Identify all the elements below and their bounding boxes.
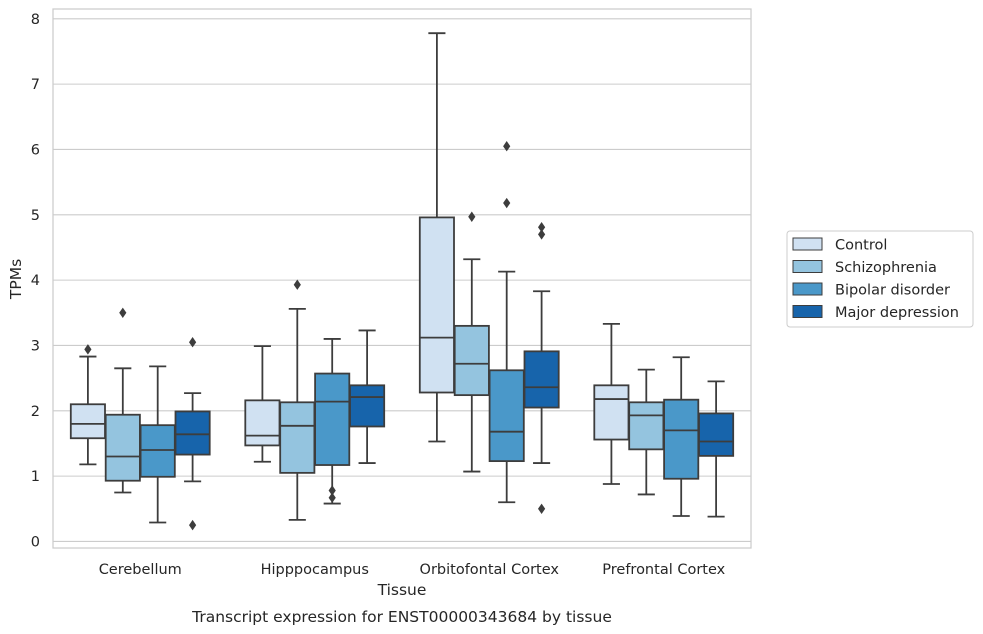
box-body — [349, 384, 386, 428]
box — [69, 344, 106, 466]
legend-swatch — [792, 237, 823, 251]
y-tick-label: 5 — [31, 208, 40, 224]
legend-label: Bipolar disorder — [835, 283, 950, 299]
chart-caption: Transcript expression for ENST0000034368… — [191, 608, 612, 626]
box-body — [488, 369, 525, 463]
box-body — [104, 413, 141, 482]
series-group — [69, 32, 630, 485]
x-tick-label: Cerebellum — [99, 562, 182, 578]
y-axis-label: TPMs — [7, 259, 25, 300]
y-tick-label: 1 — [31, 469, 40, 485]
box — [523, 222, 560, 514]
outlier-point — [538, 229, 546, 240]
outlier-point — [328, 492, 336, 503]
box-body — [593, 384, 630, 441]
x-tick-label: Orbitofontal Cortex — [420, 562, 560, 578]
legend-swatch — [792, 305, 823, 318]
legend-label: Schizophrenia — [835, 260, 937, 276]
box-body — [523, 350, 560, 409]
outlier-point — [468, 211, 476, 222]
series-group — [104, 211, 665, 521]
outlier-point — [503, 141, 511, 152]
series-group — [174, 222, 735, 531]
plot-frame — [52, 8, 752, 549]
box — [698, 380, 735, 518]
box — [139, 365, 176, 524]
legend-label: Control — [835, 238, 887, 254]
y-tick-label: 6 — [31, 142, 40, 158]
box-body — [418, 216, 455, 394]
y-tick-label: 8 — [31, 12, 40, 28]
legend-frame — [786, 230, 974, 328]
box — [488, 141, 525, 504]
outlier-point — [503, 197, 511, 209]
x-tick-labels: Cerebellum Hipppocampus Orbitofontal Corte… — [99, 562, 726, 578]
box-body — [698, 412, 735, 457]
grid-lines — [53, 18, 751, 543]
outlier-point — [538, 503, 546, 514]
series-group — [139, 141, 700, 524]
legend-label: Major depression — [835, 305, 959, 321]
x-tick-label: Prefrontal Cortex — [602, 562, 725, 578]
outlier-point — [328, 485, 336, 496]
x-axis-label: Tissue — [377, 581, 427, 599]
box-body — [314, 372, 351, 466]
outlier-point — [293, 279, 301, 290]
y-tick-label: 0 — [31, 534, 40, 550]
box-body — [244, 399, 281, 447]
outlier-point — [119, 307, 127, 318]
outlier-point — [538, 222, 546, 233]
y-tick-labels: 0 1 2 3 4 5 6 7 8 — [31, 12, 40, 551]
box — [453, 211, 490, 473]
box — [628, 368, 665, 496]
box — [593, 323, 630, 485]
box-body — [663, 398, 700, 480]
box — [663, 356, 700, 517]
x-tick-label: Hipppocampus — [261, 562, 369, 578]
box-body — [628, 401, 665, 451]
box-body — [279, 401, 316, 474]
box-groups — [69, 32, 735, 531]
y-tick-label: 4 — [31, 273, 40, 289]
box-body — [69, 403, 106, 440]
box — [174, 337, 211, 531]
outlier-point — [84, 344, 92, 355]
box — [349, 329, 386, 464]
box-body — [139, 424, 176, 478]
box — [244, 345, 281, 463]
y-tick-label: 7 — [31, 77, 40, 93]
outlier-point — [189, 337, 197, 348]
y-tick-label: 3 — [31, 338, 40, 354]
box-body — [174, 410, 211, 456]
outlier-point — [189, 519, 197, 531]
legend-swatch — [792, 282, 823, 296]
legend: Control Schizophrenia Bipolar disorder Majo… — [786, 230, 974, 328]
box — [418, 32, 455, 443]
y-tick-label: 2 — [31, 404, 40, 420]
legend-swatch — [792, 260, 823, 273]
box-body — [453, 324, 490, 397]
